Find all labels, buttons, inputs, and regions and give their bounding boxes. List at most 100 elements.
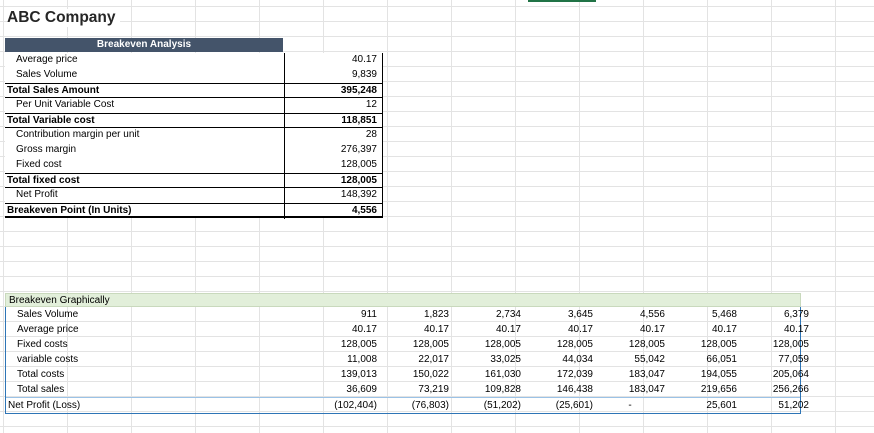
table-row[interactable]: Per Unit Variable Cost 12 bbox=[5, 98, 382, 113]
table-cell: 194,055 bbox=[700, 369, 737, 380]
row-value: 40.17 bbox=[284, 53, 382, 68]
table-cell: 219,656 bbox=[700, 384, 737, 395]
company-title[interactable]: ABC Company bbox=[7, 9, 120, 27]
table-cell: 40.17 bbox=[423, 324, 449, 335]
table-cell: 73,219 bbox=[418, 384, 449, 395]
row-label: Sales Volume bbox=[16, 69, 78, 80]
table-cell: 128,005 bbox=[484, 339, 521, 350]
table-cell: 172,039 bbox=[556, 369, 593, 380]
table-cell: 183,047 bbox=[628, 369, 665, 380]
table-cell: (25,601) bbox=[555, 400, 593, 411]
row-label: Net Profit bbox=[16, 189, 58, 200]
table-cell: 161,030 bbox=[484, 369, 521, 380]
row-label: Total Variable cost bbox=[7, 115, 95, 126]
row-value: 128,005 bbox=[284, 158, 382, 173]
row-value: 4,556 bbox=[284, 204, 382, 219]
selected-cell-marker bbox=[528, 0, 596, 2]
table-row[interactable]: Fixed costs 128,005 128,005 128,005 128,… bbox=[6, 337, 809, 352]
table-row-total[interactable]: Total Variable cost 118,851 bbox=[5, 113, 382, 129]
table-row[interactable]: Gross margin 276,397 bbox=[5, 143, 382, 158]
row-label: Sales Volume bbox=[17, 309, 79, 320]
row-value: 118,851 bbox=[284, 114, 382, 129]
row-value: 276,397 bbox=[284, 143, 382, 158]
table-row[interactable]: Total costs 139,013 150,022 161,030 172,… bbox=[6, 367, 809, 382]
row-value: 148,392 bbox=[284, 188, 382, 203]
row-label: Total sales bbox=[17, 384, 65, 395]
table-cell: 25,601 bbox=[706, 400, 737, 411]
row-label: Total fixed cost bbox=[7, 175, 80, 186]
table-cell: - bbox=[628, 400, 632, 411]
table-row-net-profit[interactable]: Net Profit (Loss) (102,404) (76,803) (51… bbox=[6, 397, 809, 413]
table-cell: 22,017 bbox=[418, 354, 449, 365]
table-row[interactable]: Fixed cost 128,005 bbox=[5, 158, 382, 173]
table-row[interactable]: Net Profit 148,392 bbox=[5, 188, 382, 203]
table-cell: 139,013 bbox=[340, 369, 377, 380]
row-value: 9,839 bbox=[284, 68, 382, 83]
table-row[interactable]: variable costs 11,008 22,017 33,025 44,0… bbox=[6, 352, 809, 367]
table-cell: 36,609 bbox=[346, 384, 377, 395]
table-row[interactable]: Average price 40.17 bbox=[5, 53, 382, 68]
breakeven-graphically-body: Sales Volume 911 1,823 2,734 3,645 4,556… bbox=[5, 307, 809, 414]
row-value: 28 bbox=[284, 128, 382, 143]
table-cell: 40.17 bbox=[567, 324, 593, 335]
table-cell: 44,034 bbox=[562, 354, 593, 365]
table-cell: (76,803) bbox=[411, 400, 449, 411]
table-row[interactable]: Total sales 36,609 73,219 109,828 146,43… bbox=[6, 382, 809, 397]
table-cell: 128,005 bbox=[340, 339, 377, 350]
table-cell: 33,025 bbox=[490, 354, 521, 365]
table-row[interactable]: Sales Volume 9,839 bbox=[5, 68, 382, 83]
row-label: Contribution margin per unit bbox=[16, 129, 140, 140]
table-cell: 3,645 bbox=[567, 309, 593, 320]
table-row[interactable]: Contribution margin per unit 28 bbox=[5, 128, 382, 143]
table-cell: 55,042 bbox=[634, 354, 665, 365]
breakeven-analysis-header[interactable]: Breakeven Analysis bbox=[5, 38, 283, 52]
table-cell: 128,005 bbox=[772, 339, 809, 350]
row-value: 128,005 bbox=[284, 174, 382, 189]
table-cell: 40.17 bbox=[351, 324, 377, 335]
table-cell: 911 bbox=[361, 309, 377, 320]
row-label: Average price bbox=[17, 324, 79, 335]
row-label: Average price bbox=[16, 54, 78, 65]
table-cell: 128,005 bbox=[628, 339, 665, 350]
row-label: Gross margin bbox=[16, 144, 77, 155]
table-cell: 146,438 bbox=[556, 384, 593, 395]
breakeven-analysis-rows: Average price 40.17 Sales Volume 9,839 T… bbox=[5, 53, 383, 219]
row-label: Per Unit Variable Cost bbox=[16, 99, 115, 110]
row-label: Fixed cost bbox=[16, 159, 62, 170]
table-cell: 128,005 bbox=[412, 339, 449, 350]
breakeven-graphically-header[interactable]: Breakeven Graphically bbox=[5, 293, 801, 307]
table-cell: 2,734 bbox=[495, 309, 521, 320]
table-cell: 6,379 bbox=[783, 309, 809, 320]
table-row-total[interactable]: Total Sales Amount 395,248 bbox=[5, 83, 382, 99]
table-cell: 40.17 bbox=[495, 324, 521, 335]
table-cell: 77,059 bbox=[778, 354, 809, 365]
table-cell: (51,202) bbox=[483, 400, 521, 411]
table-cell: 128,005 bbox=[700, 339, 737, 350]
table-cell: 5,468 bbox=[711, 309, 737, 320]
table-cell: 128,005 bbox=[556, 339, 593, 350]
table-row-total[interactable]: Breakeven Point (In Units) 4,556 bbox=[5, 203, 382, 219]
breakeven-graphically-table: Breakeven Graphically Sales Volume 911 1… bbox=[5, 293, 809, 414]
table-cell: 40.17 bbox=[711, 324, 737, 335]
row-label: Net Profit (Loss) bbox=[8, 400, 81, 411]
row-label: Breakeven Point (In Units) bbox=[7, 205, 132, 216]
table-cell: 4,556 bbox=[639, 309, 665, 320]
table-cell: (102,404) bbox=[334, 400, 377, 411]
row-label: variable costs bbox=[17, 354, 79, 365]
table-cell: 256,266 bbox=[772, 384, 809, 395]
table-cell: 66,051 bbox=[706, 354, 737, 365]
table-row-total[interactable]: Total fixed cost 128,005 bbox=[5, 173, 382, 189]
row-value: 395,248 bbox=[284, 84, 382, 99]
table-row[interactable]: Sales Volume 911 1,823 2,734 3,645 4,556… bbox=[6, 307, 809, 322]
row-label: Total costs bbox=[17, 369, 65, 380]
table-cell: 150,022 bbox=[412, 369, 449, 380]
row-label: Total Sales Amount bbox=[7, 85, 100, 96]
table-cell: 51,202 bbox=[778, 400, 809, 411]
row-value: 12 bbox=[284, 98, 382, 113]
table-cell: 40.17 bbox=[783, 324, 809, 335]
table-cell: 11,008 bbox=[347, 354, 377, 365]
row-label: Fixed costs bbox=[17, 339, 68, 350]
table-cell: 183,047 bbox=[628, 384, 665, 395]
table-row[interactable]: Average price 40.17 40.17 40.17 40.17 40… bbox=[6, 322, 809, 337]
table-cell: 109,828 bbox=[484, 384, 521, 395]
